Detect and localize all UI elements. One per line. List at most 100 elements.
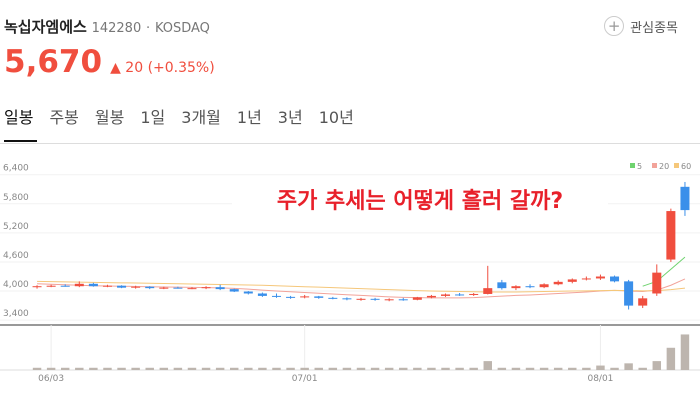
candle-body — [652, 272, 662, 294]
volume-bar — [314, 367, 323, 370]
candle-body — [581, 278, 591, 280]
legend-swatch — [652, 163, 657, 168]
candle-body — [511, 286, 521, 289]
legend-swatch — [674, 163, 679, 168]
volume-bar — [32, 367, 42, 370]
candle-body — [314, 296, 324, 298]
candle-body — [356, 298, 366, 300]
volume-bar — [300, 367, 309, 370]
candle-body — [286, 296, 296, 298]
volume-bar — [356, 367, 366, 370]
plus-icon: + — [604, 16, 625, 36]
candle-body — [32, 286, 42, 288]
candle-body — [624, 281, 634, 306]
volume-bar — [624, 363, 633, 370]
volume-bar — [427, 367, 436, 370]
volume-bar — [610, 367, 619, 370]
volume-bar — [272, 367, 281, 370]
candle-body — [201, 287, 211, 289]
candle-body — [525, 286, 535, 288]
y-tick-label: 4,000 — [3, 280, 29, 290]
annotation-bg — [232, 184, 608, 216]
volume-bar — [159, 367, 169, 370]
volume-bar — [46, 367, 56, 370]
volume-bar — [553, 367, 563, 370]
candle-body — [328, 297, 338, 299]
volume-bar — [244, 367, 253, 370]
period-tab[interactable]: 월봉 — [94, 108, 125, 127]
change-value: 20 — [125, 60, 144, 76]
candle-body — [74, 283, 84, 287]
moving-average-line — [37, 278, 686, 299]
candle-body — [441, 294, 451, 296]
watch-button[interactable]: + 관심종목 — [604, 16, 678, 36]
divider — [0, 143, 700, 144]
y-tick-label: 6,400 — [3, 164, 29, 174]
candle-body — [398, 299, 408, 301]
candle-body — [88, 283, 98, 287]
candle-body — [229, 289, 239, 292]
volume-bar — [173, 367, 183, 370]
volume-bar — [286, 367, 295, 370]
volume-bar — [568, 367, 577, 370]
period-tabs: 일봉 주봉 월봉 1일 3개월 1년 3년 10년 — [0, 104, 366, 142]
volume-bar — [258, 367, 267, 370]
x-tick-label: 07/01 — [292, 374, 318, 384]
volume-bar — [117, 367, 126, 370]
candle-body — [680, 186, 690, 211]
candle-body — [60, 285, 70, 287]
annotation: 주가 추세는 어떻게 흘러 갈까? — [277, 188, 563, 214]
separator: · — [146, 21, 151, 36]
volume-bar — [680, 334, 690, 370]
volume-bar — [131, 367, 140, 370]
period-tab[interactable]: 일봉 — [4, 104, 38, 142]
volume-bar — [145, 367, 154, 370]
volume-bar — [483, 361, 492, 370]
volume-bar — [497, 367, 507, 370]
volume-bar — [666, 347, 676, 370]
legend-label: 60 — [681, 162, 691, 171]
volume-bar — [455, 367, 464, 370]
period-tab[interactable]: 3년 — [277, 108, 303, 127]
period-tab[interactable]: 1년 — [236, 108, 262, 127]
candle-body — [610, 276, 620, 282]
candle-body — [638, 298, 648, 306]
volume-bar — [469, 367, 478, 370]
volume-bar — [103, 367, 112, 370]
volume-bar — [230, 367, 239, 370]
candle-body — [46, 285, 56, 287]
change-pct: (+0.35%) — [147, 60, 215, 76]
candle-body — [243, 291, 253, 294]
period-tab[interactable]: 주봉 — [49, 108, 79, 127]
volume-bar — [187, 367, 197, 370]
stock-name: 녹십자엠에스 — [4, 18, 87, 36]
candle-body — [469, 293, 479, 295]
volume-bar — [75, 367, 84, 370]
candle-body — [553, 281, 563, 285]
legend-label: 5 — [637, 162, 642, 171]
price-row: 5,670 ▲ 20 (+0.35%) — [4, 44, 215, 80]
y-tick-label: 5,200 — [3, 222, 29, 232]
candle-body — [342, 298, 352, 300]
candle-body — [666, 211, 676, 260]
candle-body — [117, 285, 127, 288]
candle-body — [483, 288, 493, 294]
period-tab[interactable]: 10년 — [318, 108, 354, 127]
moving-average-line — [37, 280, 686, 293]
x-tick-label: 08/01 — [587, 374, 613, 384]
volume-bar — [370, 367, 380, 370]
period-tab[interactable]: 3개월 — [181, 108, 221, 127]
volume-bar — [652, 361, 662, 370]
moving-average-line — [642, 256, 686, 287]
volume-bar — [342, 367, 352, 370]
y-tick-label: 3,400 — [3, 309, 29, 319]
stock-header: 녹십자엠에스 142280 · KOSDAQ — [4, 16, 210, 37]
candle-body — [384, 299, 394, 301]
period-tab[interactable]: 1일 — [140, 108, 166, 127]
y-tick-label: 4,600 — [3, 251, 29, 261]
legend-label: 20 — [659, 162, 669, 171]
volume-bar — [60, 367, 70, 370]
volume-bar — [539, 367, 549, 370]
candle-body — [271, 295, 281, 297]
